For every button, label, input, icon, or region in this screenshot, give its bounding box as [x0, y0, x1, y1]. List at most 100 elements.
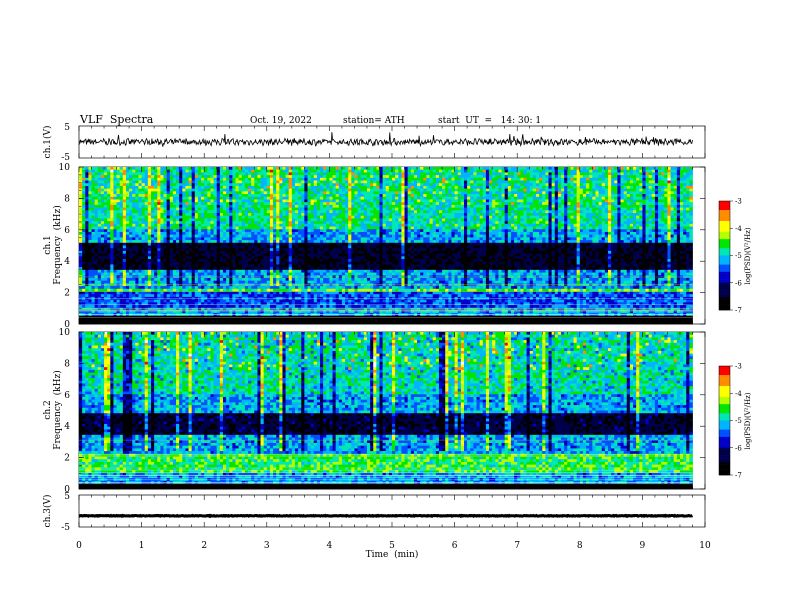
spectrogram-cell: [574, 189, 578, 192]
spectrogram-cell: [220, 167, 224, 170]
ch1-ytick-top: 5: [64, 123, 70, 133]
spectrogram-cell: [370, 181, 374, 184]
spectrogram-cell: [173, 175, 177, 178]
spectrogram-cell: [439, 186, 443, 189]
spectrogram-cell: [445, 197, 449, 200]
spectrogram-cell: [414, 170, 418, 173]
spectrogram-cell: [617, 181, 621, 184]
spectrogram-cell: [439, 175, 443, 178]
spectrogram-cell: [254, 170, 258, 173]
spectrogram-cell: [451, 189, 455, 192]
spectrogram-cell: [242, 175, 246, 178]
spectrogram-cell: [401, 186, 405, 189]
spectrogram-cell: [351, 170, 355, 173]
spectrogram-cell: [480, 172, 484, 175]
spectrogram-cell: [649, 191, 653, 194]
spectrogram-cell: [533, 172, 537, 175]
spectrogram-cell: [123, 172, 127, 175]
spectrogram-cell: [311, 191, 315, 194]
spectrogram-cell: [286, 172, 290, 175]
spectrogram-cell: [301, 189, 305, 192]
spectrogram-cell: [248, 197, 252, 200]
spectrogram-cell: [405, 178, 409, 181]
spectrogram-cell: [611, 170, 615, 173]
spectrogram-cell: [117, 175, 121, 178]
spectrogram-cell: [148, 189, 152, 192]
spectrogram-cell: [192, 199, 196, 202]
spectrogram-cell: [589, 183, 593, 186]
spectrogram-cell: [408, 167, 412, 170]
spectrogram-cell: [289, 186, 293, 189]
spectrogram-cell: [523, 181, 527, 184]
spectrogram-cell: [132, 189, 136, 192]
spectrogram-cell: [98, 189, 102, 192]
spectrogram-cell: [148, 194, 152, 197]
spectrogram-cell: [361, 191, 365, 194]
spectrogram-cell: [358, 197, 362, 200]
spectrogram-cell: [117, 197, 121, 200]
spectrogram-cell: [376, 194, 380, 197]
spectrogram-cell: [157, 167, 161, 170]
spectrogram-cell: [674, 191, 678, 194]
spectrogram-cell: [611, 191, 615, 194]
spectrogram-cell: [477, 175, 481, 178]
spectrogram-cell: [523, 189, 527, 192]
spectrogram-cell: [345, 189, 349, 192]
spectrogram-cell: [583, 189, 587, 192]
spectrogram-cell: [408, 170, 412, 173]
spectrogram-cell: [207, 183, 211, 186]
spectrogram-cell: [232, 167, 236, 170]
spectrogram-cell: [570, 191, 574, 194]
spectrogram-cell: [82, 186, 86, 189]
spectrogram-cell: [430, 183, 434, 186]
spectrogram-cell: [176, 197, 180, 200]
spectrogram-cell: [486, 197, 490, 200]
spectrogram-cell: [414, 197, 418, 200]
spectrogram-cell: [236, 183, 240, 186]
spectrogram-cell: [445, 181, 449, 184]
spectrogram-cell: [608, 178, 612, 181]
spectrogram-cell: [354, 175, 358, 178]
spectrogram-cell: [417, 181, 421, 184]
spectrogram-cell: [276, 178, 280, 181]
spectrogram-cell: [345, 186, 349, 189]
spectrogram-cell: [389, 186, 393, 189]
spectrogram-cell: [649, 194, 653, 197]
spectrogram-cell: [273, 191, 277, 194]
spectrogram-cell: [642, 170, 646, 173]
spectrogram-cell: [320, 178, 324, 181]
spectrogram-cell: [386, 194, 390, 197]
spectrogram-cell: [173, 186, 177, 189]
spectrogram-cell: [132, 181, 136, 184]
spectrogram-cell: [652, 191, 656, 194]
spectrogram-cell: [264, 199, 268, 202]
spectrogram-cell: [592, 197, 596, 200]
spectrogram-cell: [470, 172, 474, 175]
spectrogram-cell: [304, 167, 308, 170]
spectrogram-cell: [439, 170, 443, 173]
spectrogram-cell: [173, 194, 177, 197]
spectrogram-cell: [373, 178, 377, 181]
spectrogram-cell: [301, 186, 305, 189]
spectrogram-cell: [82, 194, 86, 197]
spectrogram-cell: [577, 194, 581, 197]
spectrogram-cell: [580, 189, 584, 192]
spectrogram-cell: [92, 191, 96, 194]
spectrogram-cell: [655, 183, 659, 186]
spectrogram-cell: [630, 194, 634, 197]
spectrogram-cell: [342, 167, 346, 170]
spectrogram-cell: [242, 183, 246, 186]
spectrogram-cell: [589, 178, 593, 181]
spectrogram-cell: [236, 167, 240, 170]
spectrogram-cell: [379, 172, 383, 175]
spectrogram-cell: [373, 172, 377, 175]
spectrogram-cell: [646, 183, 650, 186]
spectrogram-cell: [120, 199, 124, 202]
spectrogram-cell: [304, 172, 308, 175]
spectrogram-cell: [176, 186, 180, 189]
spectrogram-cell: [282, 167, 286, 170]
spectrogram-cell: [383, 191, 387, 194]
spectrogram-cell: [167, 194, 171, 197]
spectrogram-cell: [217, 197, 221, 200]
spectrogram-cell: [555, 178, 559, 181]
